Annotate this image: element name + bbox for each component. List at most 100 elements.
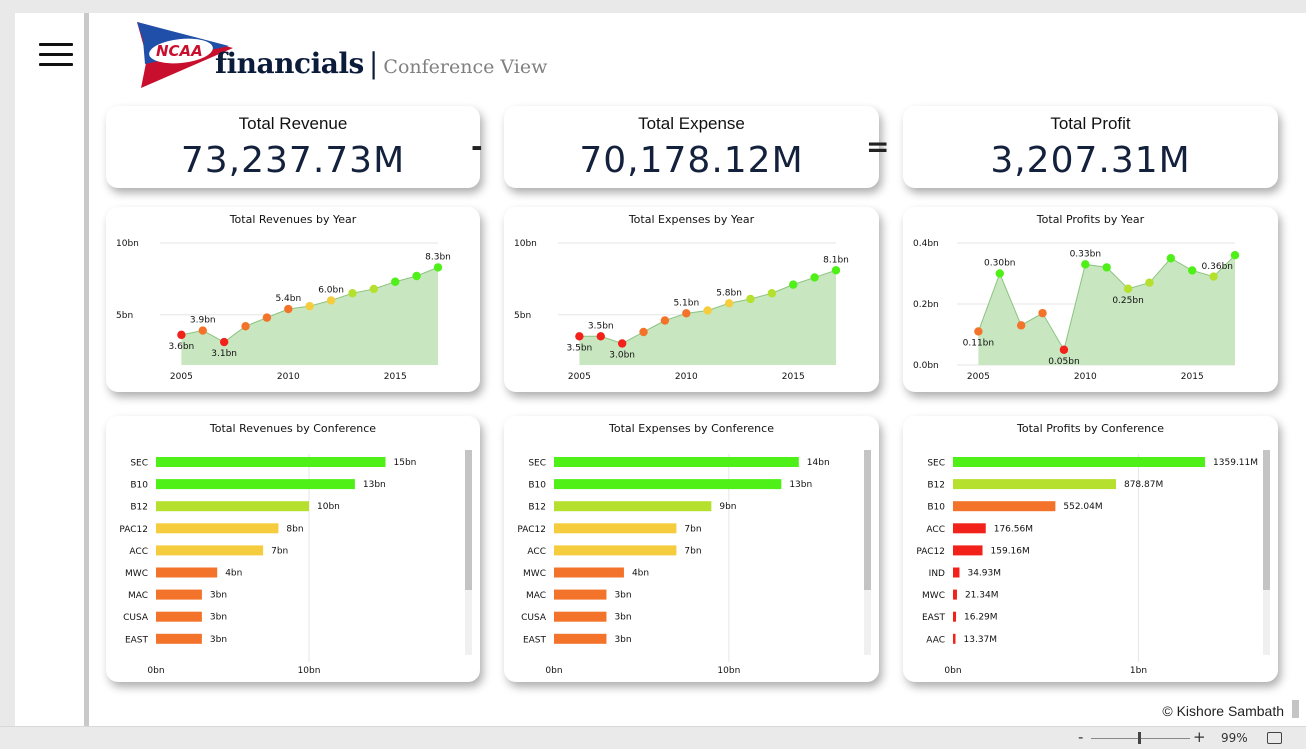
bar (156, 457, 386, 467)
data-point (1081, 260, 1090, 269)
data-point (262, 313, 272, 322)
data-point (1145, 278, 1154, 287)
data-label: 0.25bn (1112, 296, 1143, 306)
credit-text: © Kishore Sambath (1162, 703, 1284, 719)
data-point (219, 337, 229, 347)
bar (953, 501, 1056, 512)
data-point (1188, 266, 1197, 275)
data-label: 3.1bn (211, 349, 237, 359)
scrollbar[interactable] (864, 450, 871, 655)
x-tick-label: 1bn (1130, 666, 1147, 676)
area-fill (978, 255, 1235, 365)
data-label: 7bn (684, 546, 701, 556)
x-tick-label: 2005 (170, 372, 193, 382)
bar (156, 611, 202, 622)
profit-by-conference-card[interactable]: Total Profits by Conference 0bn 1bn SEC 135… (903, 416, 1278, 682)
y-tick-label: 5bn (514, 311, 531, 321)
data-point (724, 299, 734, 308)
data-label: 8bn (286, 524, 303, 534)
data-point (1038, 308, 1047, 318)
ncaa-logo: NCAA (137, 22, 233, 88)
x-tick-label: 2005 (967, 372, 990, 382)
chart-title: Total Profits by Conference (1017, 422, 1164, 435)
category-label: EAST (523, 635, 547, 645)
data-label: 3.5bn (567, 343, 593, 353)
page-scrollbar[interactable] (1292, 700, 1299, 718)
bar (953, 545, 983, 556)
zoom-out-button[interactable]: - (1078, 728, 1084, 746)
data-point (974, 327, 983, 336)
data-point (305, 301, 314, 311)
data-label: 3bn (210, 635, 227, 645)
data-label: 3.0bn (609, 350, 635, 360)
scrollbar[interactable] (465, 450, 472, 655)
data-point (369, 284, 379, 294)
data-point (639, 327, 648, 337)
bar (156, 589, 202, 600)
title-main: financials (215, 47, 364, 80)
data-point (433, 263, 443, 272)
scrollbar[interactable] (1263, 450, 1270, 655)
chart-title: Total Revenues by Conference (209, 422, 377, 435)
category-label: MWC (125, 569, 148, 579)
scrollbar-thumb[interactable] (465, 450, 472, 590)
zoom-slider-thumb[interactable] (1138, 732, 1141, 744)
category-label: PAC12 (119, 525, 148, 535)
x-tick-label: 10bn (717, 666, 740, 676)
profit-by-year-card[interactable]: Total Profits by Year 0.0bn 0.2bn 0.4bn 0.1… (903, 207, 1278, 392)
x-tick-label: 2015 (1181, 372, 1204, 382)
report-canvas: NCAA financials | Conference View Total … (15, 13, 1306, 726)
scrollbar-thumb[interactable] (864, 450, 871, 590)
data-point (1059, 345, 1069, 354)
x-tick-label: 0bn (147, 666, 164, 676)
revenue-by-conference-card[interactable]: Total Revenues by Conference 0bn 10bn SEC 1… (106, 416, 480, 682)
equals-operator: = (866, 130, 890, 163)
category-label: EAST (125, 635, 149, 645)
x-tick-label: 2010 (277, 372, 300, 382)
data-label: 3bn (210, 591, 227, 601)
data-point (241, 322, 250, 331)
expense-by-conference-card[interactable]: Total Expenses by Conference 0bn 10bn SEC 1… (504, 416, 879, 682)
data-label: 21.34M (965, 591, 999, 601)
x-tick-label: 10bn (298, 666, 321, 676)
category-label: ACC (527, 547, 546, 557)
data-point (412, 271, 421, 281)
bar (953, 479, 1116, 490)
category-label: B12 (927, 481, 945, 491)
scrollbar-thumb[interactable] (1263, 450, 1270, 590)
y-tick-label: 10bn (116, 239, 139, 249)
revenue-by-year-card[interactable]: Total Revenues by Year 5bn 10bn 3.6bn 3.9bn… (106, 207, 480, 392)
category-label: AAC (926, 635, 945, 645)
bar (953, 611, 957, 622)
profit-by-conference-chart: 0bn 1bn SEC 1359.11M B12 878.87M B10 552.04M ACC… (916, 454, 1258, 676)
data-label: 0.36bn (1202, 262, 1233, 272)
bar (554, 611, 607, 622)
data-label: 8.3bn (425, 252, 451, 262)
bar (156, 633, 202, 644)
kpi-card-profit[interactable]: Total Profit 3,207.31M (903, 106, 1278, 188)
bar (554, 545, 677, 556)
category-label: ACC (926, 525, 945, 535)
data-label: 552.04M (1063, 502, 1102, 512)
data-label: 0.30bn (984, 259, 1015, 269)
kpi-title: Total Revenue (238, 114, 348, 133)
data-label: 878.87M (1124, 480, 1163, 490)
category-label: CUSA (521, 613, 547, 623)
category-label: B10 (927, 503, 945, 513)
kpi-card-expense[interactable]: Total Expense 70,178.12M (504, 106, 879, 188)
data-label: 13bn (789, 480, 812, 490)
data-label: 5.8bn (716, 288, 742, 298)
data-label: 9bn (719, 502, 736, 512)
data-label: 7bn (271, 546, 288, 556)
fit-to-page-icon[interactable] (1267, 732, 1282, 744)
menu-icon[interactable] (39, 43, 73, 71)
data-point (789, 280, 798, 289)
kpi-card-revenue[interactable]: Total Revenue 73,237.73M (106, 106, 480, 188)
zoom-in-button[interactable]: + (1193, 728, 1206, 746)
category-label: B10 (130, 481, 148, 491)
expense-by-year-card[interactable]: Total Expenses by Year 5bn 10bn 3.5bn 3.5bn… (504, 207, 879, 392)
bar (554, 501, 712, 512)
kpi-value: 73,237.73M (180, 140, 406, 181)
data-point (1166, 254, 1176, 263)
category-label: IND (929, 569, 945, 579)
